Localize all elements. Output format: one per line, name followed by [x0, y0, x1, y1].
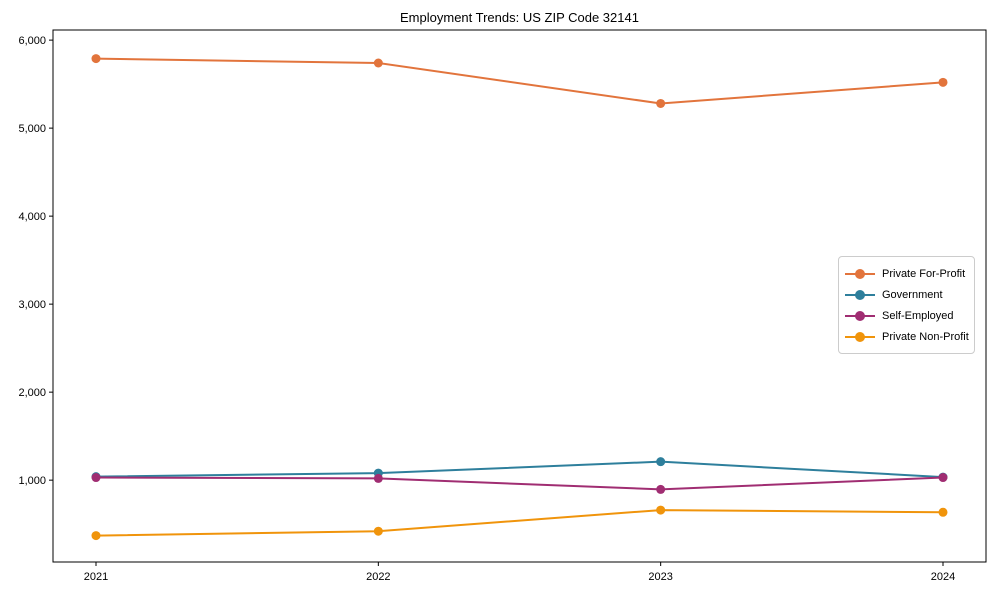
- line-series-private-non-profit: [95, 509, 944, 537]
- data-point-self-employed-2023: [656, 484, 666, 494]
- legend-marker-icon: [845, 331, 875, 342]
- x-axis-tick-label: 2024: [931, 571, 955, 583]
- line-series-self-employed: [95, 476, 944, 491]
- y-axis-tick-label: 6,000: [18, 35, 46, 47]
- data-point-self-employed-2022: [373, 473, 383, 483]
- legend-item-label: Self-Employed: [882, 309, 954, 322]
- legend-item-label: Private Non-Profit: [882, 330, 969, 343]
- data-point-private-for-profit-2024: [938, 77, 948, 87]
- line-series-government: [95, 460, 944, 479]
- data-point-private-for-profit-2023: [656, 98, 666, 108]
- data-point-self-employed-2021: [91, 473, 101, 483]
- x-axis-tick-label: 2023: [648, 571, 672, 583]
- legend-item-private-non-profit: Private Non-Profit: [845, 326, 969, 347]
- legend-item-label: Government: [882, 288, 943, 301]
- data-point-private-non-profit-2024: [938, 507, 948, 517]
- data-point-government-2023: [656, 457, 666, 467]
- y-axis-tick-label: 1,000: [18, 475, 46, 487]
- legend-item-government: Government: [845, 284, 966, 305]
- line-series-private-for-profit: [95, 57, 944, 105]
- legend-marker-icon: [845, 268, 875, 279]
- plot-border: [52, 29, 987, 563]
- chart-legend: Private For-Profit Government Self-Employe…: [838, 256, 975, 354]
- y-axis-tick-label: 3,000: [18, 299, 46, 311]
- y-axis-tick-label: 2,000: [18, 387, 46, 399]
- data-point-private-non-profit-2022: [373, 526, 383, 536]
- y-axis-tick-label: 4,000: [18, 211, 46, 223]
- legend-item-label: Private For-Profit: [882, 267, 966, 280]
- data-point-private-non-profit-2023: [656, 505, 666, 515]
- x-axis-tick-label: 2022: [366, 571, 390, 583]
- legend-marker-icon: [845, 310, 875, 321]
- data-point-private-for-profit-2022: [373, 58, 383, 68]
- x-axis-tick-label: 2021: [84, 571, 108, 583]
- legend-item-self-employed: Self-Employed: [845, 305, 966, 326]
- data-point-private-for-profit-2021: [91, 54, 101, 64]
- legend-marker-icon: [845, 289, 875, 300]
- data-point-self-employed-2024: [938, 473, 948, 483]
- chart-title: Employment Trends: US ZIP Code 32141: [400, 10, 639, 25]
- legend-item-private-for-profit: Private For-Profit: [845, 263, 966, 284]
- data-point-private-non-profit-2021: [91, 531, 101, 541]
- y-axis-tick-label: 5,000: [18, 123, 46, 135]
